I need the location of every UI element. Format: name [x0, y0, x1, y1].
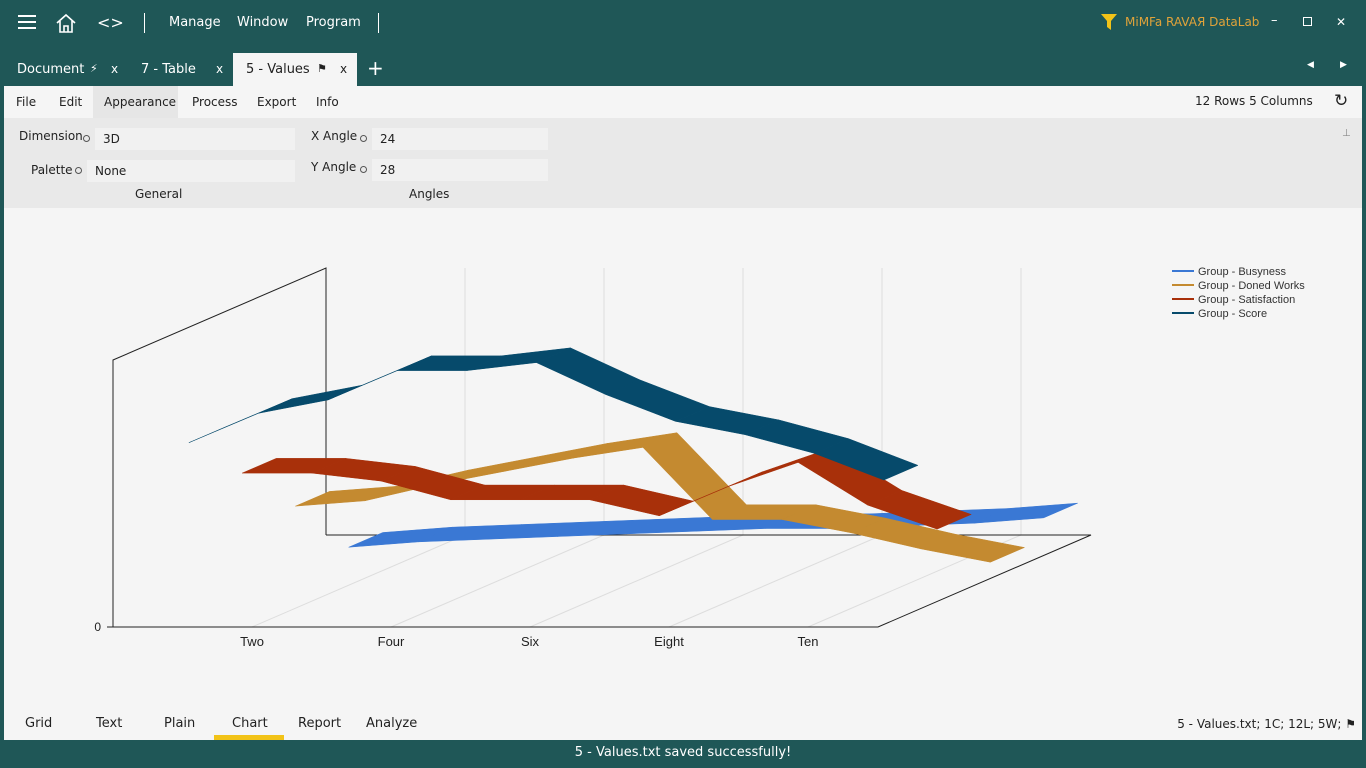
home-icon[interactable]	[55, 12, 77, 34]
title-bar: <> Manage Window Program MiMFa RAVAЯ Dat…	[0, 0, 1366, 86]
x-tick-label: Eight	[654, 634, 684, 649]
tab[interactable]: 7 - Table	[141, 62, 196, 77]
separator	[144, 13, 145, 33]
pin[interactable]: ⊥	[1342, 128, 1351, 139]
legend-label: Group - Doned Works	[1198, 280, 1305, 292]
view-tab[interactable]: Report	[298, 716, 342, 731]
refresh[interactable]: ↻	[1334, 91, 1349, 111]
tab[interactable]: Document	[17, 62, 85, 77]
code-icon[interactable]: <>	[97, 13, 124, 32]
status-text: 5 - Values.txt saved successfully!	[574, 745, 792, 760]
group-title: Angles	[409, 187, 450, 201]
input[interactable]: 28	[372, 159, 548, 181]
input[interactable]: 24	[372, 128, 548, 150]
active-tab[interactable]	[233, 53, 357, 86]
view-tabs: Grid Text Plain Chart Report Analyze 5 -…	[4, 710, 1362, 740]
y-tick-label: 0	[94, 620, 101, 634]
tab-icon: ⚑	[317, 62, 327, 75]
tab-close[interactable]: x	[216, 62, 224, 76]
menu-item[interactable]: Process	[192, 95, 238, 109]
input[interactable]: None	[87, 160, 295, 182]
ribbon-segment	[813, 438, 919, 481]
ribbon-segment	[866, 490, 972, 530]
tab[interactable]: 5 - Values	[246, 62, 310, 77]
radio[interactable]	[83, 135, 90, 142]
ribbon: Dimension 3D Palette None General X Angl…	[4, 118, 1362, 208]
legend-label: Group - Busyness	[1198, 266, 1287, 278]
view-tab[interactable]: Chart	[232, 716, 268, 731]
x-tick-label: Two	[240, 634, 264, 649]
menu-bar: File Edit Appearance Process Export Info…	[4, 86, 1362, 118]
floor-grid	[668, 534, 883, 628]
menu-item[interactable]: Export	[257, 95, 297, 109]
ribbon-segment	[503, 443, 608, 472]
ribbon-segment	[920, 533, 1026, 563]
tab-close[interactable]: x	[111, 62, 119, 76]
minimize[interactable]: –	[1271, 13, 1278, 28]
label: Y Angle	[311, 160, 357, 174]
tab-icon: ⚡	[90, 62, 98, 75]
view-tab[interactable]: Analyze	[366, 716, 418, 731]
separator	[378, 13, 379, 33]
nav-item[interactable]: Window	[237, 15, 289, 30]
row-info: 12 Rows 5 Columns	[1195, 94, 1313, 108]
x-tick-label: Four	[378, 634, 405, 649]
legend-label: Group - Score	[1198, 308, 1267, 320]
maximize[interactable]	[1303, 17, 1312, 26]
ribbon-segment	[258, 384, 363, 414]
new-tab[interactable]: +	[367, 56, 384, 80]
brand: MiMFa RAVAЯ DataLab	[1125, 15, 1260, 29]
menu-item[interactable]: Appearance	[104, 95, 177, 109]
floor	[113, 534, 1092, 628]
chart: 0 Two Four Six Eight Ten Group - Busyness Group…	[94, 266, 1305, 649]
menu-item[interactable]: File	[16, 95, 37, 109]
nav-item[interactable]: Manage	[169, 15, 221, 30]
chart-area: 0 Two Four Six Eight Ten Group - Busyness Group…	[4, 208, 1362, 710]
filter-icon	[1101, 14, 1117, 30]
menu-icon[interactable]	[18, 14, 36, 30]
radio[interactable]	[75, 167, 82, 174]
active-menu	[93, 86, 178, 118]
scroll-right[interactable]: ▶	[1340, 60, 1347, 70]
legend-label: Group - Satisfaction	[1198, 294, 1295, 306]
x-tick-label: Ten	[798, 634, 819, 649]
scroll-left[interactable]: ◀	[1307, 60, 1314, 70]
radio[interactable]	[360, 166, 367, 173]
view-tab[interactable]: Grid	[25, 716, 53, 731]
close[interactable]: ✕	[1336, 15, 1347, 29]
active-indicator	[214, 735, 284, 740]
file-info: 5 - Values.txt; 1C; 12L; 5W; ⚑	[1177, 717, 1356, 731]
x-tick-label: Six	[521, 634, 540, 649]
floor-grid	[529, 534, 744, 628]
label: Dimension	[19, 129, 83, 143]
view-tab[interactable]: Plain	[164, 716, 196, 731]
ribbon-segment	[974, 502, 1078, 524]
tab-close[interactable]: x	[340, 62, 348, 76]
view-tab[interactable]: Text	[96, 716, 123, 731]
nav-item[interactable]: Program	[306, 15, 361, 30]
label: Palette	[31, 163, 73, 177]
floor-grid	[390, 534, 605, 628]
radio[interactable]	[360, 135, 367, 142]
menu-item[interactable]: Edit	[59, 95, 83, 109]
label: X Angle	[311, 129, 358, 143]
group-title: General	[135, 187, 183, 201]
input[interactable]: 3D	[95, 128, 295, 150]
floor-grid	[251, 534, 466, 628]
left-wall	[112, 267, 327, 627]
menu-item[interactable]: Info	[316, 95, 339, 109]
status-bar: 5 - Values.txt saved successfully!	[0, 740, 1366, 768]
